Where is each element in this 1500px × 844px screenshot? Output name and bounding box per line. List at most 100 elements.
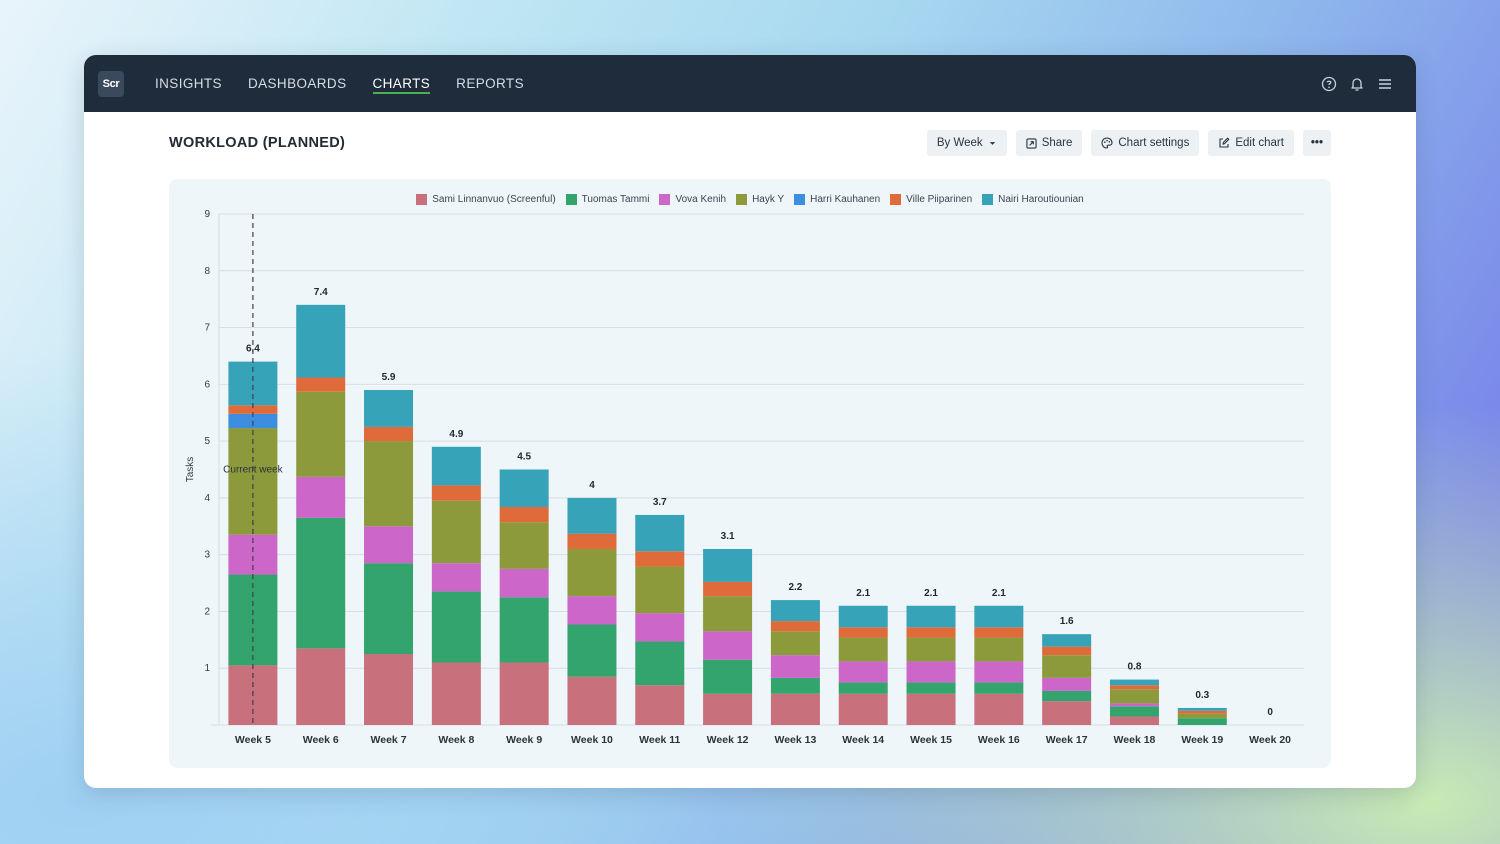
bar-segment — [1042, 634, 1092, 647]
bar-segment — [431, 563, 481, 592]
y-tick-label: 2 — [204, 606, 210, 617]
legend-item[interactable]: Sami Linnanvuo (Screenful) — [416, 194, 556, 205]
bar-segment — [906, 693, 956, 725]
chart-settings-button-label: Chart settings — [1118, 137, 1190, 149]
bar-segment — [1109, 689, 1159, 704]
legend-item[interactable]: Vova Kenih — [659, 194, 726, 205]
x-tick-label: Week 17 — [1046, 734, 1088, 746]
top-icons — [1320, 55, 1394, 112]
bar-segment — [838, 682, 888, 694]
nav-charts[interactable]: CHARTS — [372, 55, 431, 112]
x-tick-label: Week 14 — [842, 734, 884, 746]
period-select[interactable]: By Week — [926, 130, 1007, 156]
bar-segment — [906, 682, 956, 694]
bar-segment — [635, 566, 685, 614]
bar-segment — [635, 514, 685, 552]
bar-segment — [703, 581, 753, 597]
legend-label: Vova Kenih — [675, 194, 727, 205]
bar-segment — [635, 685, 685, 725]
nav-insights[interactable]: INSIGHTS — [155, 76, 222, 91]
y-axis-title: Tasks — [185, 457, 196, 483]
bar-total-label: 2.1 — [992, 588, 1006, 599]
x-tick-label: Week 16 — [978, 734, 1020, 746]
bar-segment — [567, 624, 617, 677]
menu-icon[interactable] — [1376, 75, 1394, 93]
bar-segment — [364, 426, 414, 442]
bar-total-label: 2.2 — [788, 582, 802, 593]
bar-segment — [499, 522, 549, 569]
nav-reports[interactable]: REPORTS — [456, 76, 524, 91]
legend-item[interactable]: Hayk Y — [736, 194, 784, 205]
bar-segment — [431, 485, 481, 501]
app-window: Scr INSIGHTS DASHBOARDS CHARTS REPORTS W… — [84, 55, 1416, 788]
share-button[interactable]: Share — [1015, 130, 1083, 156]
bar-segment — [838, 605, 888, 628]
bar-segment — [635, 551, 685, 567]
more-options-button[interactable]: ••• — [1302, 130, 1331, 156]
edit-chart-button[interactable]: Edit chart — [1208, 130, 1294, 156]
y-tick-label: 4 — [204, 493, 210, 504]
legend-item[interactable]: Ville Piiparinen — [890, 194, 972, 205]
legend-item[interactable]: Tuomas Tammi — [565, 194, 649, 205]
legend-item[interactable]: Harri Kauhanen — [794, 194, 880, 205]
bar-segment — [974, 605, 1024, 628]
share-button-label: Share — [1041, 137, 1073, 149]
bar-segment — [567, 533, 617, 549]
x-tick-label: Week 20 — [1249, 734, 1291, 746]
legend-label: Sami Linnanvuo (Screenful) — [432, 194, 556, 205]
x-tick-label: Week 5 — [235, 734, 271, 746]
bar-segment — [1177, 710, 1227, 714]
bar-segment — [906, 605, 956, 628]
bar-total-label: 2.1 — [856, 588, 870, 599]
bar-segment — [1177, 713, 1227, 719]
x-tick-label: Week 13 — [774, 734, 816, 746]
bar-total-label: 1.6 — [1060, 616, 1074, 627]
bar-segment — [296, 517, 346, 649]
bar-segment — [1042, 677, 1092, 691]
bar-segment — [703, 693, 753, 725]
bar-total-label: 5.9 — [382, 372, 396, 383]
bar-segment — [1177, 707, 1227, 711]
bar-segment — [635, 641, 685, 686]
bar-segment — [431, 591, 481, 663]
legend-swatch — [659, 194, 671, 205]
bar-segment — [567, 548, 617, 597]
bar-segment — [567, 497, 617, 534]
bar-segment — [431, 662, 481, 725]
bar-segment — [1109, 706, 1159, 717]
chart-settings-button[interactable]: Chart settings — [1091, 130, 1200, 156]
chevron-down-icon — [989, 141, 995, 145]
legend-item[interactable]: Nairi Haroutiounian — [982, 194, 1084, 205]
edit-icon — [1219, 137, 1230, 148]
bell-icon[interactable] — [1348, 75, 1366, 93]
nav-dashboards[interactable]: DASHBOARDS — [247, 76, 347, 91]
bar-total-label: 4 — [589, 480, 595, 491]
bar-segment — [974, 637, 1024, 662]
bar-segment — [838, 661, 888, 683]
legend-swatch — [736, 194, 748, 205]
bar-segment — [703, 659, 753, 694]
bar-segment — [499, 597, 549, 663]
bar-segment — [1177, 718, 1227, 725]
bar-segment — [567, 676, 617, 725]
legend-label: Ville Piiparinen — [906, 194, 973, 205]
chart-card: Sami Linnanvuo (Screenful) Tuomas Tammi Vo… — [169, 179, 1331, 768]
bar-segment — [296, 377, 346, 392]
bar-segment — [364, 526, 414, 564]
bar-segment — [703, 596, 753, 632]
x-tick-label: Week 12 — [707, 734, 749, 746]
legend-label: Hayk Y — [752, 194, 785, 205]
bar-segment — [499, 506, 549, 523]
x-tick-label: Week 8 — [438, 734, 474, 746]
app-logo[interactable]: Scr — [98, 70, 124, 97]
y-tick-label: 5 — [204, 436, 210, 447]
help-icon[interactable] — [1320, 75, 1338, 93]
bar-segment — [296, 391, 346, 477]
bar-segment — [499, 568, 549, 598]
bar-segment — [499, 469, 549, 507]
bar-segment — [770, 600, 820, 622]
bar-segment — [974, 693, 1024, 725]
bar-segment — [906, 627, 956, 638]
legend-swatch — [794, 194, 806, 205]
x-tick-label: Week 15 — [910, 734, 952, 746]
